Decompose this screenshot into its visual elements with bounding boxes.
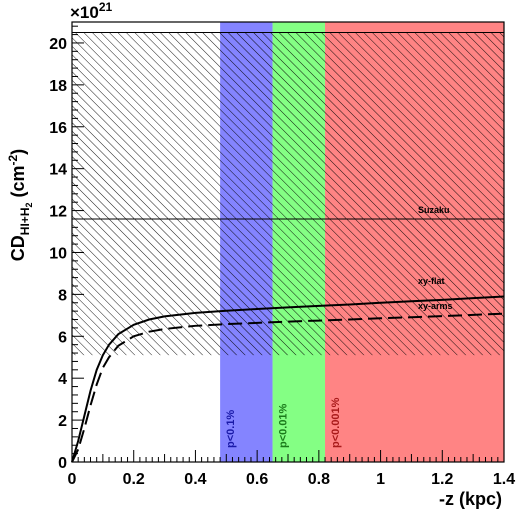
hatched-band-group bbox=[72, 31, 504, 356]
y-axis-title-sub: HI+H bbox=[18, 208, 32, 236]
x-tick-label: 0.4 bbox=[184, 471, 206, 488]
series-line-xy-flat bbox=[71, 295, 505, 463]
y-tick-label: 10 bbox=[49, 245, 67, 262]
x-tick-label: 1.4 bbox=[493, 471, 515, 488]
y-multiplier-exp: 21 bbox=[99, 0, 113, 14]
y-axis-title: CDHI+H2 (cm-2) bbox=[6, 149, 34, 261]
y-tick-label: 8 bbox=[58, 287, 67, 304]
hatched-band bbox=[72, 32, 504, 356]
y-tick-label: 2 bbox=[58, 413, 67, 430]
y-tick-label: 20 bbox=[49, 36, 67, 53]
region-label-0: p<0.1% bbox=[225, 410, 237, 448]
axes bbox=[71, 21, 505, 463]
y-multiplier: ×1021 bbox=[70, 0, 113, 22]
x-axis-title: -z (kpc) bbox=[439, 489, 502, 509]
y-axis-title-unit-exp: -2 bbox=[6, 154, 20, 165]
region-label-2: p<0.001% bbox=[330, 397, 342, 448]
x-tick-label: 0.8 bbox=[308, 471, 330, 488]
y-axis-title-unit-close: ) bbox=[8, 149, 28, 155]
suzaku-label: Suzaku bbox=[418, 205, 450, 215]
chart-text: 0 0.2 0.4 0.6 0.8 1 1.2 1.4 0 2 4 6 8 10 12 14 16 18 20×10… bbox=[6, 0, 515, 509]
x-tick-label: 0 bbox=[68, 471, 77, 488]
x-tick-label: 0.6 bbox=[246, 471, 268, 488]
series-line-xy-arms bbox=[71, 312, 505, 463]
series-label-xy-arms: xy-arms bbox=[418, 301, 453, 311]
series-lines bbox=[71, 218, 505, 463]
series-label-xy-flat: xy-flat bbox=[418, 276, 445, 286]
y-multiplier-base: ×10 bbox=[70, 3, 99, 22]
y-tick-label: 4 bbox=[58, 371, 67, 388]
y-tick-label: 0 bbox=[58, 455, 67, 472]
y-axis-title-main: CD bbox=[8, 235, 28, 261]
y-axis-title-sub2: 2 bbox=[24, 202, 34, 207]
y-tick-label: 14 bbox=[49, 162, 67, 179]
x-tick-label: 0.2 bbox=[123, 471, 145, 488]
region-label-1: p<0.01% bbox=[278, 403, 290, 448]
y-tick-label: 6 bbox=[58, 329, 67, 346]
y-tick-label: 16 bbox=[49, 120, 67, 137]
y-tick-label: 18 bbox=[49, 78, 67, 95]
x-tick-label: 1.2 bbox=[431, 471, 453, 488]
x-tick-label: 1 bbox=[376, 471, 385, 488]
y-axis-title-unit: (cm bbox=[8, 165, 28, 202]
y-tick-label: 12 bbox=[49, 204, 67, 221]
